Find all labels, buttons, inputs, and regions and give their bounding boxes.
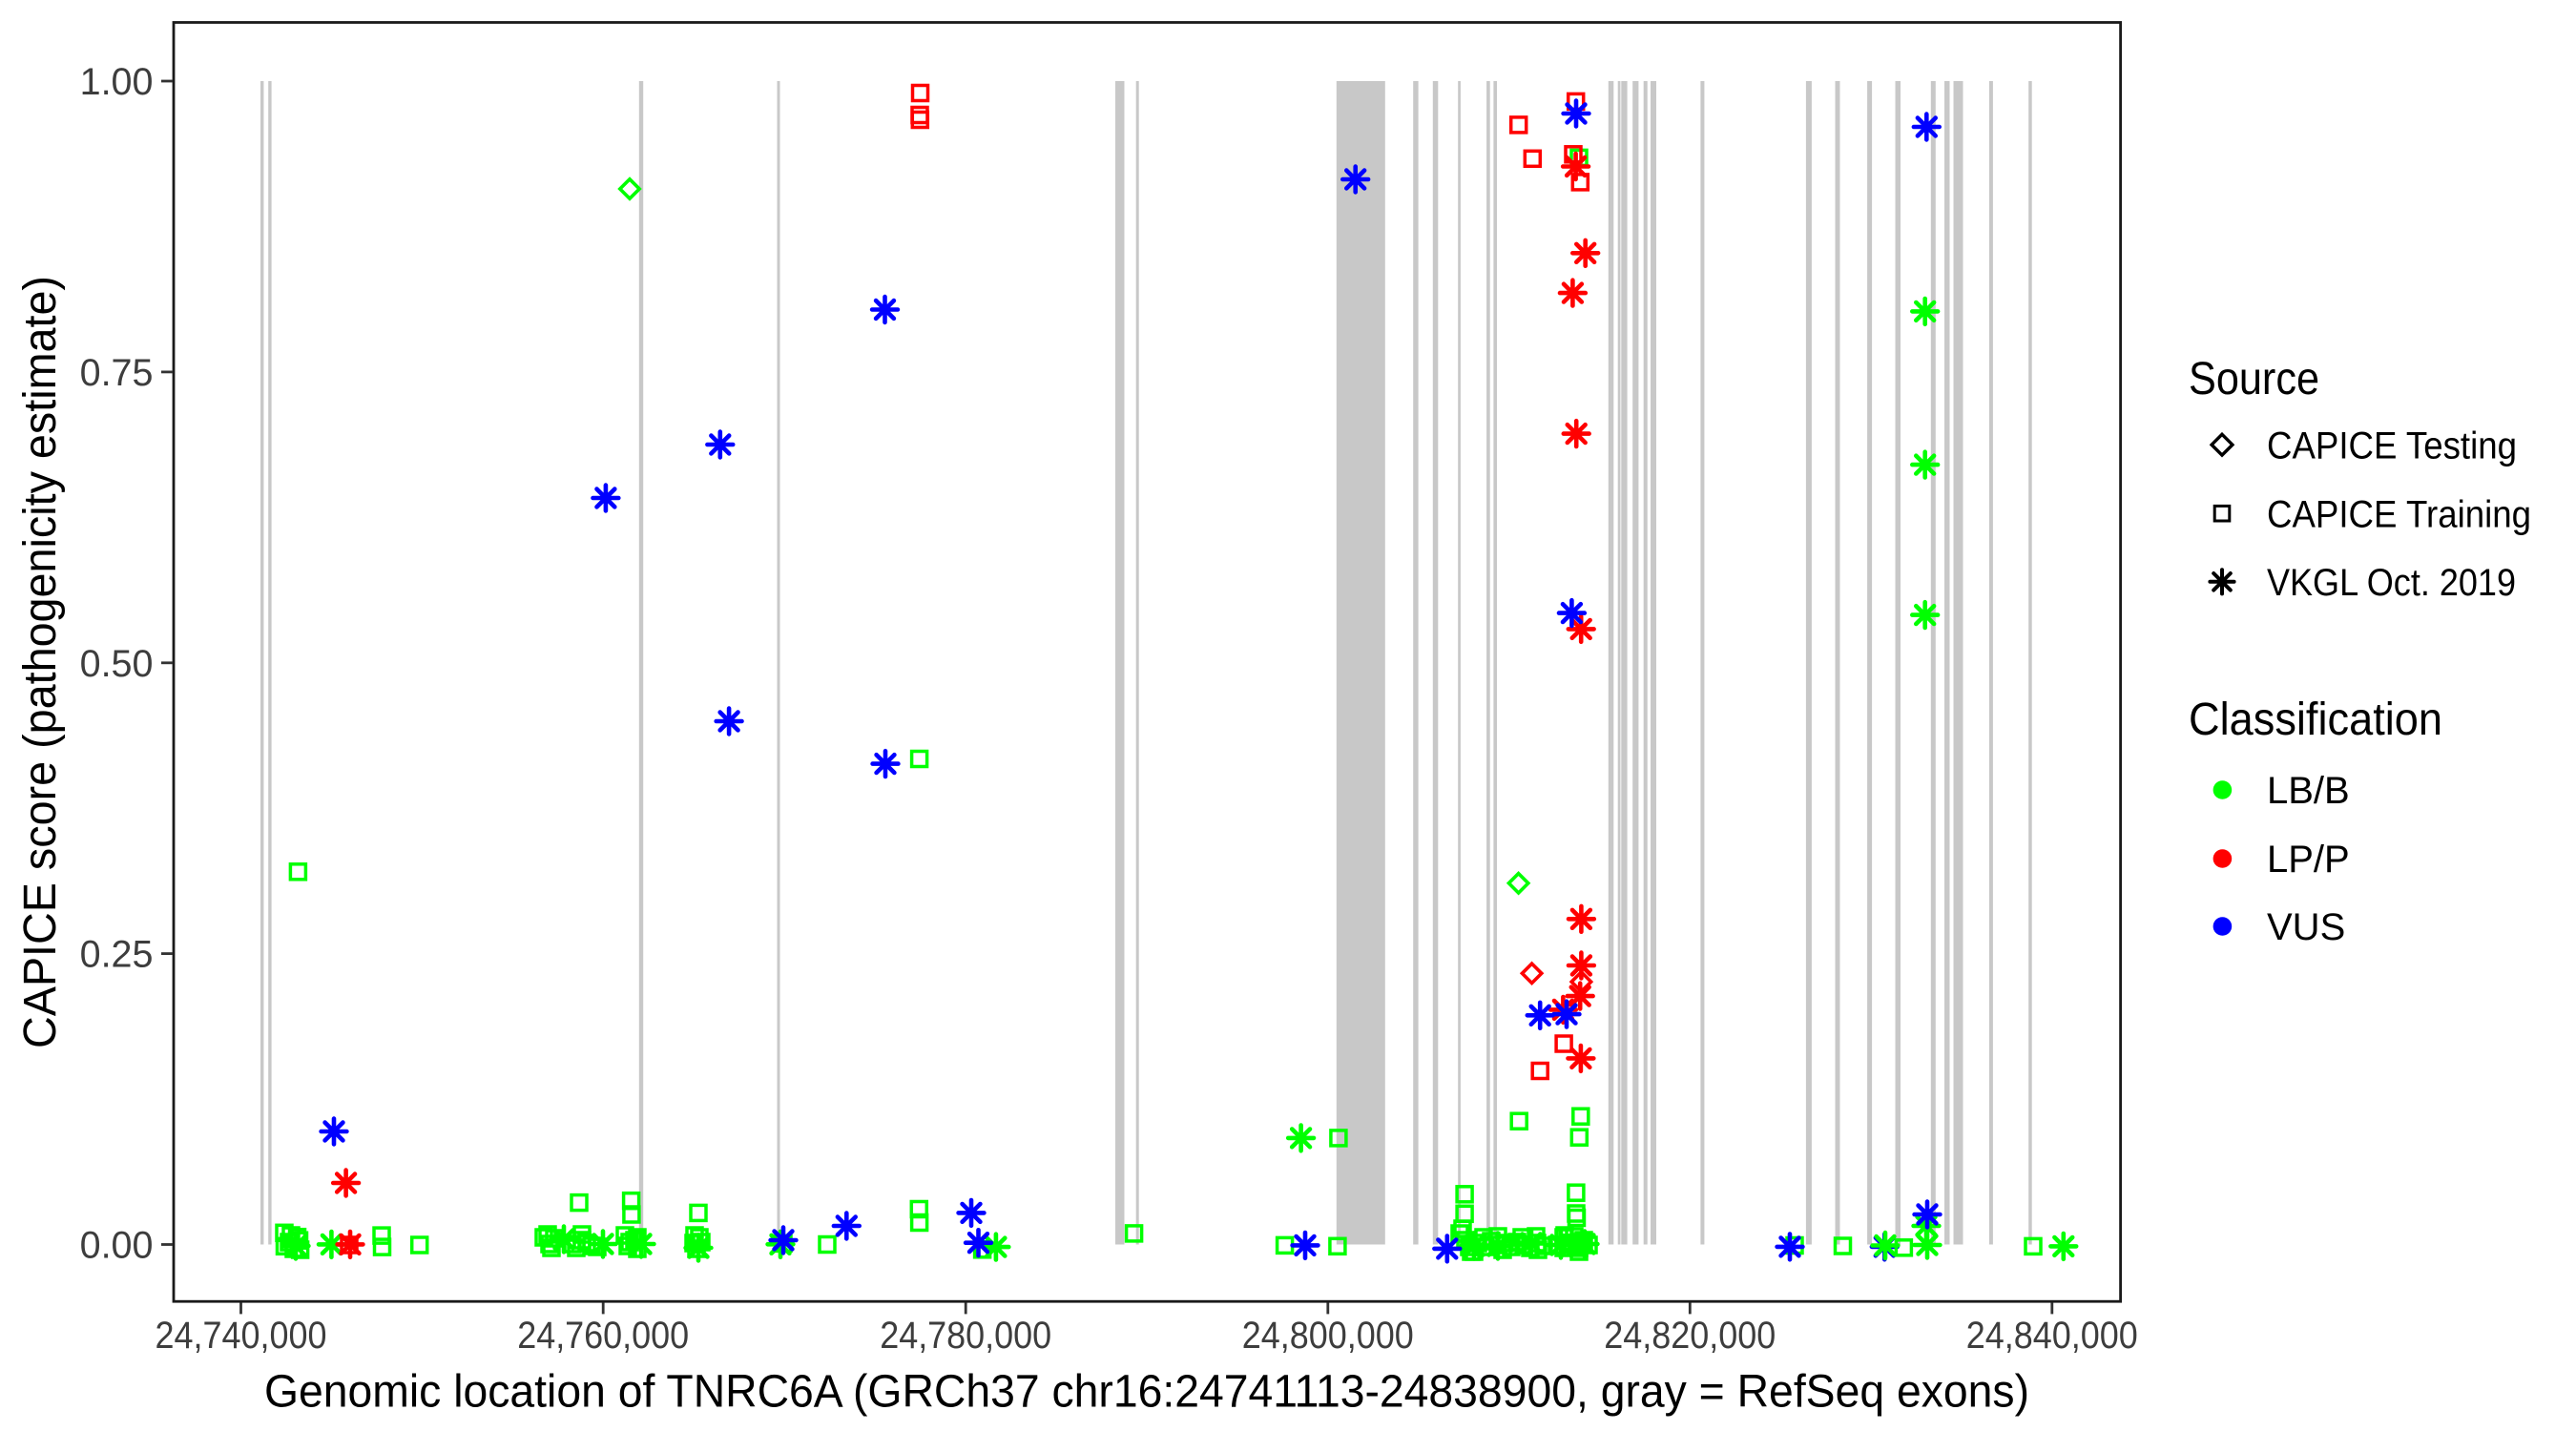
svg-text:24,840,000: 24,840,000 (1966, 1315, 2138, 1357)
svg-text:Classification: Classification (2189, 695, 2442, 745)
svg-text:24,820,000: 24,820,000 (1604, 1315, 1776, 1357)
svg-text:24,800,000: 24,800,000 (1242, 1315, 1414, 1357)
svg-text:0.50: 0.50 (80, 643, 154, 685)
svg-text:24,760,000: 24,760,000 (517, 1315, 689, 1357)
svg-text:VKGL Oct. 2019: VKGL Oct. 2019 (2267, 562, 2516, 604)
svg-text:LB/B: LB/B (2267, 770, 2350, 812)
svg-text:0.75: 0.75 (80, 352, 154, 394)
svg-text:CAPICE Testing: CAPICE Testing (2267, 425, 2517, 467)
svg-text:LP/P: LP/P (2267, 839, 2350, 881)
svg-text:24,780,000: 24,780,000 (880, 1315, 1051, 1357)
svg-text:VUS: VUS (2267, 906, 2345, 948)
svg-text:CAPICE Training: CAPICE Training (2267, 493, 2531, 535)
svg-text:24,740,000: 24,740,000 (156, 1315, 327, 1357)
svg-text:0.00: 0.00 (80, 1225, 154, 1267)
svg-text:Source: Source (2189, 354, 2319, 404)
svg-text:1.00: 1.00 (80, 61, 154, 103)
svg-text:Genomic location of TNRC6A (GR: Genomic location of TNRC6A (GRCh37 chr16… (264, 1366, 2029, 1417)
svg-text:0.25: 0.25 (80, 934, 154, 976)
svg-text:CAPICE score (pathogenicity es: CAPICE score (pathogenicity estimate) (15, 276, 66, 1048)
